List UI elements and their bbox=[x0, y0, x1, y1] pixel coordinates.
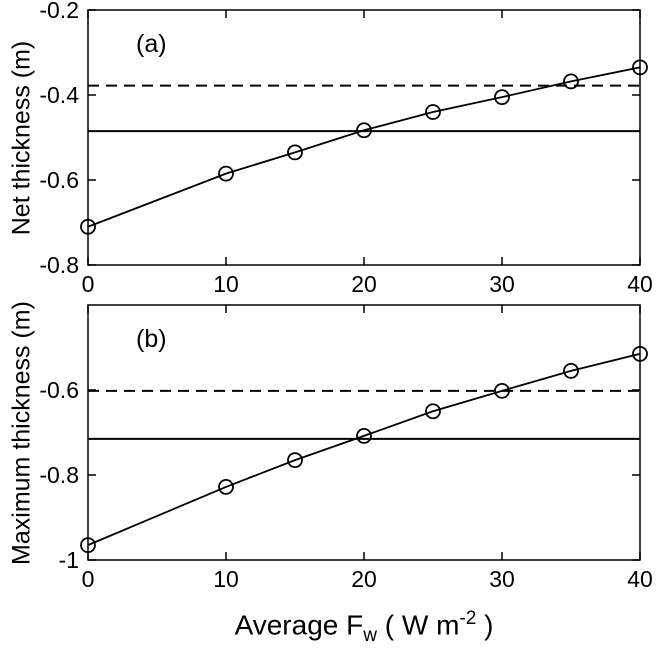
svg-text:0: 0 bbox=[82, 271, 95, 297]
svg-text:30: 30 bbox=[489, 271, 515, 297]
svg-text:-0.6: -0.6 bbox=[39, 167, 79, 193]
y-axis-label-net-thickness: Net thickness (m) bbox=[7, 40, 36, 236]
svg-text:10: 10 bbox=[213, 566, 239, 592]
x-axis-label-close: ) bbox=[476, 609, 494, 641]
svg-text:0: 0 bbox=[82, 566, 95, 592]
svg-text:-0.8: -0.8 bbox=[39, 252, 79, 278]
svg-text:20: 20 bbox=[351, 271, 377, 297]
svg-text:30: 30 bbox=[489, 566, 515, 592]
panel-label-b: (b) bbox=[136, 325, 167, 353]
panel-label-a: (a) bbox=[136, 30, 167, 58]
svg-text:-1: -1 bbox=[59, 547, 79, 573]
svg-text:40: 40 bbox=[627, 271, 653, 297]
svg-text:20: 20 bbox=[351, 566, 377, 592]
svg-text:-0.8: -0.8 bbox=[39, 462, 79, 488]
x-axis-label-text: Average F bbox=[234, 609, 364, 641]
svg-text:40: 40 bbox=[627, 566, 653, 592]
y-axis-label-maximum-thickness: Maximum thickness (m) bbox=[7, 301, 36, 565]
x-axis-label: Average Fw ( W m-2 ) bbox=[235, 608, 494, 647]
x-axis-label-units: ( W m bbox=[376, 609, 460, 641]
svg-text:-0.6: -0.6 bbox=[39, 377, 79, 403]
svg-text:-0.2: -0.2 bbox=[39, 0, 79, 23]
x-axis-label-subscript: w bbox=[363, 624, 377, 646]
x-axis-label-exponent: -2 bbox=[459, 608, 477, 629]
svg-text:-0.4: -0.4 bbox=[39, 82, 79, 108]
svg-text:10: 10 bbox=[213, 271, 239, 297]
